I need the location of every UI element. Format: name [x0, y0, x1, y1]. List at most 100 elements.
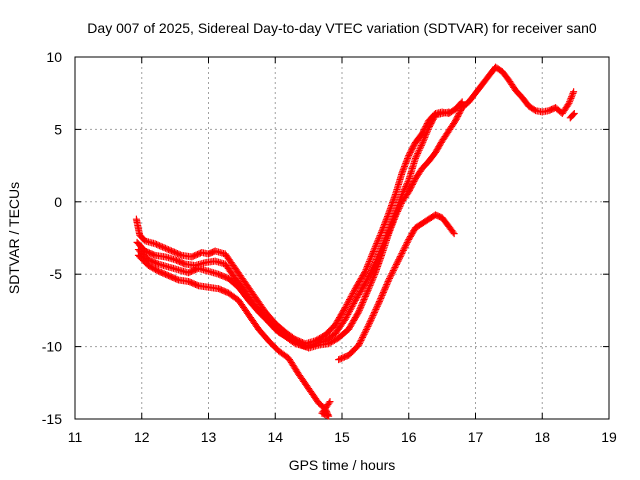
data-point — [364, 273, 372, 281]
data-point — [345, 309, 353, 317]
data-point — [375, 233, 383, 241]
y-tick-label: 0 — [54, 194, 62, 210]
data-point — [382, 217, 390, 225]
data-point — [417, 143, 425, 151]
data-point — [362, 291, 370, 299]
data-point — [395, 256, 403, 264]
data-point — [445, 108, 453, 116]
data-point — [392, 262, 400, 270]
x-tick-label: 19 — [601, 429, 617, 445]
y-tick-label: -10 — [42, 339, 62, 355]
data-point — [349, 301, 357, 309]
data-point — [389, 219, 397, 227]
data-point — [568, 93, 576, 101]
data-point — [375, 235, 383, 243]
data-point — [367, 253, 375, 261]
data-point — [382, 216, 390, 224]
data-point — [361, 269, 369, 277]
data-point — [420, 135, 428, 143]
data-point — [450, 230, 458, 238]
data-point — [398, 249, 406, 257]
data-point — [566, 96, 574, 104]
data-point — [392, 260, 400, 268]
data-point — [391, 264, 399, 272]
data-point — [396, 254, 404, 262]
data-point — [367, 316, 375, 324]
data-point — [386, 226, 394, 234]
data-point — [343, 300, 351, 308]
data-point — [569, 111, 577, 119]
data-point — [383, 279, 391, 287]
data-point — [390, 265, 398, 273]
data-point — [358, 335, 366, 343]
data-point — [381, 219, 389, 227]
data-point — [365, 283, 373, 291]
data-point — [403, 179, 411, 187]
data-point — [160, 244, 168, 252]
data-point — [419, 138, 427, 146]
data-point — [387, 223, 395, 231]
x-tick-labels: 11 12 13 14 15 16 17 18 19 — [68, 429, 617, 445]
data-point — [388, 222, 396, 230]
data-point — [374, 236, 382, 244]
data-point — [377, 293, 385, 301]
data-point — [391, 214, 399, 222]
y-tick-label: 10 — [46, 49, 62, 65]
x-tick-label: 12 — [134, 429, 150, 445]
data-point — [399, 248, 407, 256]
data-point — [392, 211, 400, 219]
data-point — [402, 240, 410, 248]
data-point — [343, 312, 351, 320]
data-point — [403, 181, 411, 189]
data-point — [345, 297, 353, 305]
data-point — [362, 266, 370, 274]
data-point — [402, 158, 410, 166]
data-point — [347, 304, 355, 312]
data-point — [173, 275, 181, 283]
y-tick-label: -5 — [50, 266, 63, 282]
y-tick-label: -15 — [42, 411, 62, 427]
data-point — [374, 301, 382, 309]
data-point — [396, 253, 404, 261]
data-point — [350, 288, 358, 296]
data-point — [359, 297, 367, 305]
data-point — [366, 270, 374, 278]
data-point — [566, 98, 574, 106]
data-point — [370, 308, 378, 316]
data-point — [348, 303, 356, 311]
data-point — [367, 278, 375, 286]
data-point — [363, 264, 371, 272]
data-point — [366, 318, 374, 326]
data-point — [385, 228, 393, 236]
data-point — [564, 101, 572, 109]
data-point — [341, 305, 349, 313]
data-point — [368, 251, 376, 259]
data-point — [423, 127, 431, 135]
data-point — [395, 204, 403, 212]
x-tick-label: 16 — [401, 429, 417, 445]
data-point — [366, 256, 374, 264]
data-point — [164, 246, 172, 254]
data-point — [391, 212, 399, 220]
data-point — [385, 274, 393, 282]
data-point — [359, 333, 367, 341]
data-point — [421, 134, 429, 142]
data-point — [346, 296, 354, 304]
data-point — [367, 268, 375, 276]
data-point — [400, 164, 408, 172]
data-point — [370, 310, 378, 318]
data-point — [565, 99, 573, 107]
data-point — [378, 227, 386, 235]
data-point — [363, 276, 371, 284]
data-point — [193, 281, 201, 289]
data-point — [377, 295, 385, 303]
data-point — [390, 217, 398, 225]
data-point — [350, 299, 358, 307]
data-point — [364, 261, 372, 269]
data-point — [385, 230, 393, 238]
data-point — [376, 232, 384, 240]
data-point — [379, 224, 387, 232]
data-point — [357, 336, 365, 344]
data-point — [342, 314, 350, 322]
